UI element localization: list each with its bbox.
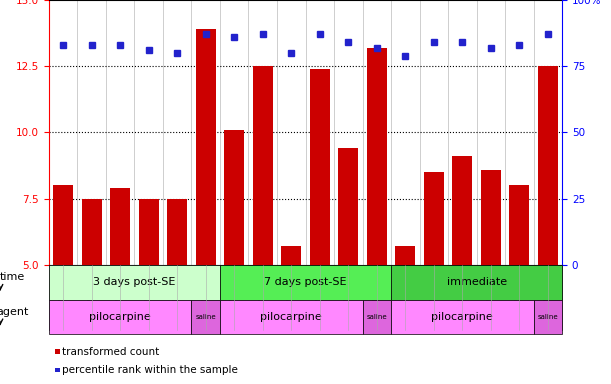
Text: 3 days post-SE: 3 days post-SE (93, 277, 175, 287)
Bar (510, 185, 529, 265)
Bar (53, 185, 73, 265)
Bar (110, 188, 130, 265)
Bar (362, 300, 391, 334)
Text: immediate: immediate (447, 277, 507, 287)
Bar (167, 199, 187, 265)
Text: pilocarpine: pilocarpine (89, 312, 151, 322)
Bar (49, 300, 191, 334)
Text: saline: saline (196, 314, 216, 320)
Bar (281, 247, 301, 265)
Bar (82, 199, 101, 265)
Bar (538, 66, 558, 265)
Bar (391, 265, 562, 300)
Bar (253, 66, 273, 265)
Text: time: time (0, 272, 26, 282)
Text: percentile rank within the sample: percentile rank within the sample (62, 365, 238, 375)
Bar (452, 156, 472, 265)
Bar (196, 29, 216, 265)
Text: agent: agent (0, 306, 29, 317)
Bar (139, 199, 159, 265)
Text: pilocarpine: pilocarpine (260, 312, 322, 322)
Bar (310, 69, 330, 265)
Text: saline: saline (538, 314, 558, 320)
Bar (220, 265, 391, 300)
Bar (391, 300, 533, 334)
Bar (224, 130, 244, 265)
Bar (49, 265, 220, 300)
Text: saline: saline (367, 314, 387, 320)
Bar (481, 170, 501, 265)
Bar (338, 148, 358, 265)
Bar (191, 300, 220, 334)
Bar (395, 247, 415, 265)
Bar (533, 300, 562, 334)
Bar (424, 172, 444, 265)
Text: transformed count: transformed count (62, 346, 159, 357)
Text: pilocarpine: pilocarpine (431, 312, 493, 322)
Text: 7 days post-SE: 7 days post-SE (264, 277, 347, 287)
Bar (367, 48, 387, 265)
Bar (220, 300, 362, 334)
